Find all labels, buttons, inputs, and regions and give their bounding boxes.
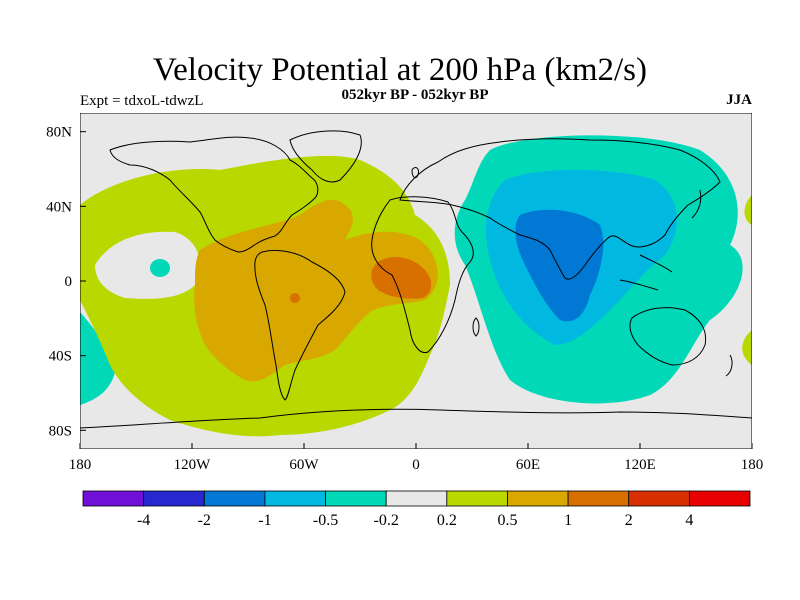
colorbar-label: -4 [137,512,150,529]
season-label: JJA [726,92,752,108]
colorbar-swatch [688,490,751,507]
colorbar-label: -2 [198,512,211,529]
colorbar-label: 1 [564,512,572,529]
colorbar-swatch [628,490,690,507]
colorbar-swatch [567,490,630,507]
map-title: Velocity Potential at 200 hPa (km2/s) [152,52,648,88]
x-tick-label: 60W [289,457,319,473]
contour-neg-0.2-west [80,312,115,405]
x-tick-label: 180 [741,457,764,473]
y-tick-label: 40S [49,349,72,365]
coastline-africa [371,196,474,354]
colorbar-swatch [264,490,326,507]
colorbar-swatch [82,490,145,507]
coastlines [80,130,752,429]
colorbar-label: 0.2 [437,512,457,529]
colorbar-swatch [203,490,266,507]
colorbar-swatch [507,490,569,507]
y-axis: 80N 40N 0 40S 80S [46,125,86,439]
contour-pos-1 [371,256,432,299]
coastline-japan [691,189,702,219]
coastline-north-america [109,136,319,253]
x-tick-label: 180 [69,457,92,473]
y-tick-label: 40N [46,199,72,215]
colorbar-label: -0.2 [374,512,399,529]
y-tick-label: 80S [49,423,72,439]
contour-pos-0.2-east2 [742,330,752,365]
coastline-madagascar [472,317,480,337]
colorbar-label: 2 [625,512,633,529]
colorbar: -4 -2 -1 -0.5 -0.2 0.2 0.5 1 2 4 [82,490,751,529]
map-plot-area [80,113,752,449]
y-tick-label: 80N [46,125,72,141]
colorbar-swatch [325,490,387,507]
y-tick-label: 0 [65,274,73,290]
coastline-uk [411,167,419,179]
coastline-australia [629,307,707,366]
coastline-indonesia [619,254,673,291]
coastline-antarctica [80,408,752,429]
coastline-south-america [254,249,346,401]
colorbar-label: 0.5 [497,512,517,529]
colorbar-label: -1 [258,512,271,529]
colorbar-swatch [446,490,508,507]
x-axis: 180 120W 60W 0 60E 120E 180 [69,443,764,473]
x-tick-label: 120W [174,457,212,473]
colorbar-label: 4 [685,512,693,529]
contour-pos-0.2-east [744,195,752,225]
coastline-new-zealand [725,354,733,377]
colorbar-label: -0.5 [313,512,338,529]
contour-pos-0.2-hole [95,231,200,299]
x-tick-label: 60E [516,457,540,473]
x-tick-label: 120E [624,457,656,473]
experiment-label: Expt = tdxoL-tdwzL [80,93,204,109]
coastline-europe [399,138,721,280]
map-subtitle: 052kyr BP - 052kyr BP [341,87,489,103]
colorbar-swatch [385,490,448,507]
contour-neg-1 [515,209,604,322]
coastline-greenland [289,130,362,183]
contour-neg-0.2-pacific-inner [150,259,170,277]
x-tick-label: 0 [412,457,420,473]
contour-pos-1-small [290,293,300,303]
colorbar-swatch [143,490,205,507]
